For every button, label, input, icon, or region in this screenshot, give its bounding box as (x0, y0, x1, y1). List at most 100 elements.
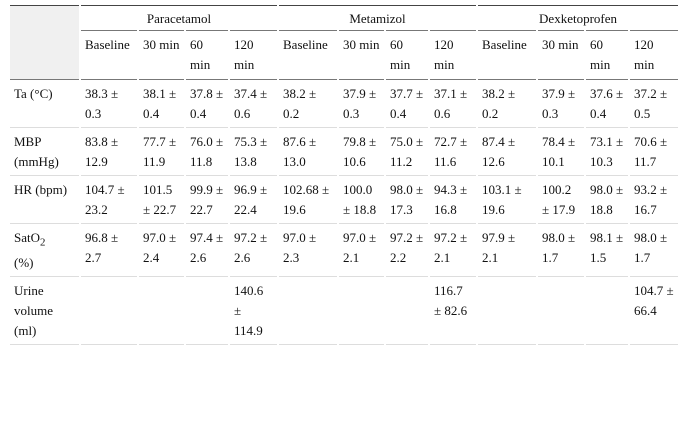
table-cell: 75.3 ± 13.8 (229, 127, 279, 176)
cell-text: 102.68 ± 19.6 (283, 182, 330, 217)
cell-text: 87.4 ± 12.6 (482, 134, 516, 169)
table-cell (338, 275, 386, 345)
table-cell: 37.8 ± 0.4 (185, 79, 230, 128)
table-head: Paracetamol Metamizol Dexketoprofen Baseli… (10, 5, 681, 80)
table-cell: 38.2 ± 0.2 (278, 79, 339, 128)
cell-text: 79.8 ± 10.6 (343, 134, 377, 169)
table-cell (537, 275, 587, 345)
table-cell: 38.1 ± 0.4 (138, 79, 186, 128)
table-cell: 104.7 ± 66.4 (629, 275, 681, 345)
table-cell: 102.68 ± 19.6 (278, 175, 339, 224)
cell-text: 93.2 ± 16.7 (634, 182, 668, 217)
cell-text: 98.0 ± 1.7 (634, 230, 668, 265)
cell-text: 37.7 ± 0.4 (390, 86, 424, 121)
table-cell: 98.0 ± 1.7 (537, 223, 587, 277)
table-cell: 75.0 ± 11.2 (385, 127, 430, 176)
table-cell: 96.8 ± 2.7 (80, 223, 139, 277)
table-cell (138, 275, 186, 345)
cell-text: 116.7 ± 82.6 (434, 282, 468, 318)
cell-text: 37.2 ± 0.5 (634, 86, 668, 121)
cell-text: 96.8 ± 2.7 (85, 230, 119, 265)
table-cell: 116.7 ± 82.6 (429, 275, 479, 345)
row-label-text: MBP (mmHg) (14, 134, 59, 169)
cell-text: 37.8 ± 0.4 (190, 86, 224, 121)
table-cell (477, 275, 539, 345)
cell-text: 99.9 ± 22.7 (190, 182, 224, 217)
table-cell: 37.9 ± 0.3 (338, 79, 386, 128)
table-cell: 97.2 ± 2.6 (229, 223, 279, 277)
row-label-text: Ta (°C) (14, 86, 53, 101)
corner-cell (10, 5, 81, 80)
table-cell: 98.0 ± 1.7 (629, 223, 681, 277)
table-cell: 37.6 ± 0.4 (585, 79, 631, 128)
cell-text: 94.3 ± 16.8 (434, 182, 468, 217)
table-cell (80, 275, 139, 345)
table-container: Paracetamol Metamizol Dexketoprofen Baseli… (10, 5, 681, 345)
table-cell: 100.0 ± 18.8 (338, 175, 386, 224)
row-label: Urine volume (ml) (10, 275, 81, 345)
cell-text: 97.2 ± 2.6 (234, 230, 268, 265)
table-cell: 97.9 ± 2.1 (477, 223, 539, 277)
row-label-text: SatO (14, 230, 40, 245)
table-cell: 97.2 ± 2.1 (429, 223, 479, 277)
cell-text: 98.0 ± 18.8 (590, 182, 624, 217)
table-cell: 37.4 ± 0.6 (229, 79, 279, 128)
table-cell: 97.2 ± 2.2 (385, 223, 430, 277)
column-header: 120 min (629, 30, 681, 80)
column-header: Baseline (80, 30, 139, 80)
row-label-text: Urine volume (ml) (14, 282, 53, 338)
cell-text: 37.6 ± 0.4 (590, 86, 624, 121)
row-label: SatO2 (%) (10, 223, 81, 277)
cell-text: 97.2 ± 2.2 (390, 230, 424, 265)
cell-text: 70.6 ± 11.7 (634, 134, 668, 169)
group-header-row: Paracetamol Metamizol Dexketoprofen (10, 5, 681, 80)
cell-text: 38.2 ± 0.2 (482, 86, 516, 121)
cell-text: 87.6 ± 13.0 (283, 134, 317, 169)
cell-text: 37.1 ± 0.6 (434, 86, 468, 121)
cell-text: 38.3 ± 0.3 (85, 86, 119, 121)
cell-text: 78.4 ± 10.1 (542, 134, 576, 169)
table-cell: 98.1 ± 1.5 (585, 223, 631, 277)
table-cell: 99.9 ± 22.7 (185, 175, 230, 224)
group-header: Dexketoprofen (477, 5, 681, 31)
cell-text: 100.2 ± 17.9 (542, 182, 576, 217)
row-label-unit: (%) (14, 254, 34, 270)
cell-text: 97.2 ± 2.1 (434, 230, 468, 265)
column-header: 60 min (185, 30, 230, 80)
cell-text: 37.4 ± 0.6 (234, 86, 268, 121)
cell-text: 72.7 ± 11.6 (434, 134, 468, 169)
table-cell: 93.2 ± 16.7 (629, 175, 681, 224)
cell-text: 104.7 ± 23.2 (85, 182, 125, 217)
table-cell: 94.3 ± 16.8 (429, 175, 479, 224)
table-cell: 83.8 ± 12.9 (80, 127, 139, 176)
cell-text: 97.0 ± 2.1 (343, 230, 377, 265)
table-cell (585, 275, 631, 345)
cell-text: 37.9 ± 0.3 (542, 86, 576, 121)
cell-text: 104.7 ± 66.4 (634, 282, 674, 318)
cell-text: 96.9 ± 22.4 (234, 182, 268, 217)
cell-text: 98.0 ± 17.3 (390, 182, 424, 217)
table-row: Urine volume (ml) 140.6 ± 114.9 116.7 ± 82… (10, 275, 681, 345)
table-cell (185, 275, 230, 345)
cell-text: 37.9 ± 0.3 (343, 86, 377, 121)
table-cell: 70.6 ± 11.7 (629, 127, 681, 176)
cell-text: 76.0 ± 11.8 (190, 134, 224, 169)
cell-text: 97.0 ± 2.3 (283, 230, 317, 265)
cell-text: 75.0 ± 11.2 (390, 134, 424, 169)
table-row: Ta (°C) 38.3 ± 0.3 38.1 ± 0.4 37.8 ± 0.4 37.… (10, 79, 681, 128)
table-cell: 97.0 ± 2.4 (138, 223, 186, 277)
table-cell: 37.9 ± 0.3 (537, 79, 587, 128)
table-cell: 37.2 ± 0.5 (629, 79, 681, 128)
column-header: 120 min (429, 30, 479, 80)
table-cell: 38.2 ± 0.2 (477, 79, 539, 128)
cell-text: 101.5 ± 22.7 (143, 182, 177, 217)
table-cell: 77.7 ± 11.9 (138, 127, 186, 176)
table-cell: 97.0 ± 2.1 (338, 223, 386, 277)
cell-text: 38.1 ± 0.4 (143, 86, 177, 121)
column-header: 60 min (385, 30, 430, 80)
row-label: Ta (°C) (10, 79, 81, 128)
cell-text: 103.1 ± 19.6 (482, 182, 522, 217)
column-header: Baseline (477, 30, 539, 80)
table-row: HR (bpm) 104.7 ± 23.2 101.5 ± 22.7 99.9 ± 2… (10, 175, 681, 224)
